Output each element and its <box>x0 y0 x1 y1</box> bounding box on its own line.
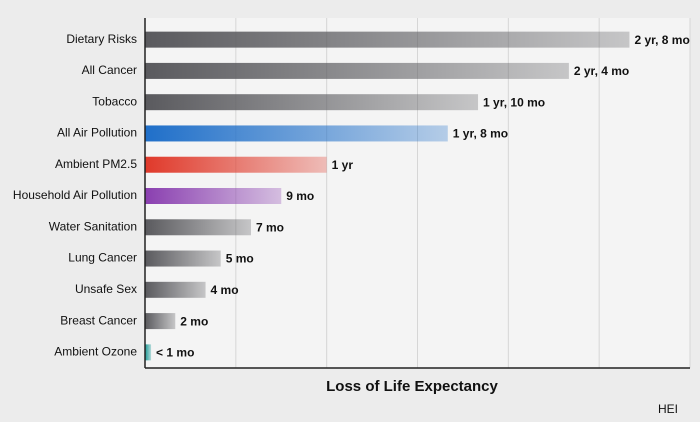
data-label: 2 yr, 8 mo <box>634 33 689 47</box>
x-axis-title: Loss of Life Expectancy <box>326 378 498 395</box>
bar <box>145 156 327 173</box>
bar <box>145 219 251 236</box>
y-tick-label: Dietary Risks <box>66 32 137 46</box>
data-label: 4 mo <box>211 283 239 297</box>
y-tick-label: Ambient Ozone <box>54 345 137 359</box>
y-tick-label: Ambient PM2.5 <box>55 157 137 171</box>
data-label: 7 mo <box>256 220 284 234</box>
source: HEI <box>658 402 678 416</box>
bar <box>145 125 448 142</box>
data-label: 2 yr, 4 mo <box>574 64 629 78</box>
y-tick-label: Tobacco <box>92 94 137 108</box>
y-tick-label: Household Air Pollution <box>13 188 137 202</box>
data-label: 1 yr, 10 mo <box>483 95 545 109</box>
y-tick-label: Lung Cancer <box>68 251 137 265</box>
bar <box>145 31 630 48</box>
bar <box>145 62 569 79</box>
data-label: 1 yr, 8 mo <box>453 127 508 141</box>
y-tick-label: All Cancer <box>82 63 137 77</box>
y-tick-label: Water Sanitation <box>49 219 137 233</box>
data-label: 9 mo <box>286 189 314 203</box>
bar <box>145 94 479 111</box>
y-tick-label: Unsafe Sex <box>75 282 137 296</box>
y-tick-label: All Air Pollution <box>57 126 137 140</box>
bar <box>145 313 176 330</box>
data-label: 2 mo <box>180 314 208 328</box>
bar <box>145 281 206 298</box>
data-label: 5 mo <box>226 252 254 266</box>
y-tick-label: Breast Cancer <box>60 313 137 327</box>
bar <box>145 188 282 204</box>
bar <box>145 344 152 361</box>
data-label: 1 yr <box>332 158 354 172</box>
bar <box>145 250 221 267</box>
data-label: < 1 mo <box>156 346 194 360</box>
